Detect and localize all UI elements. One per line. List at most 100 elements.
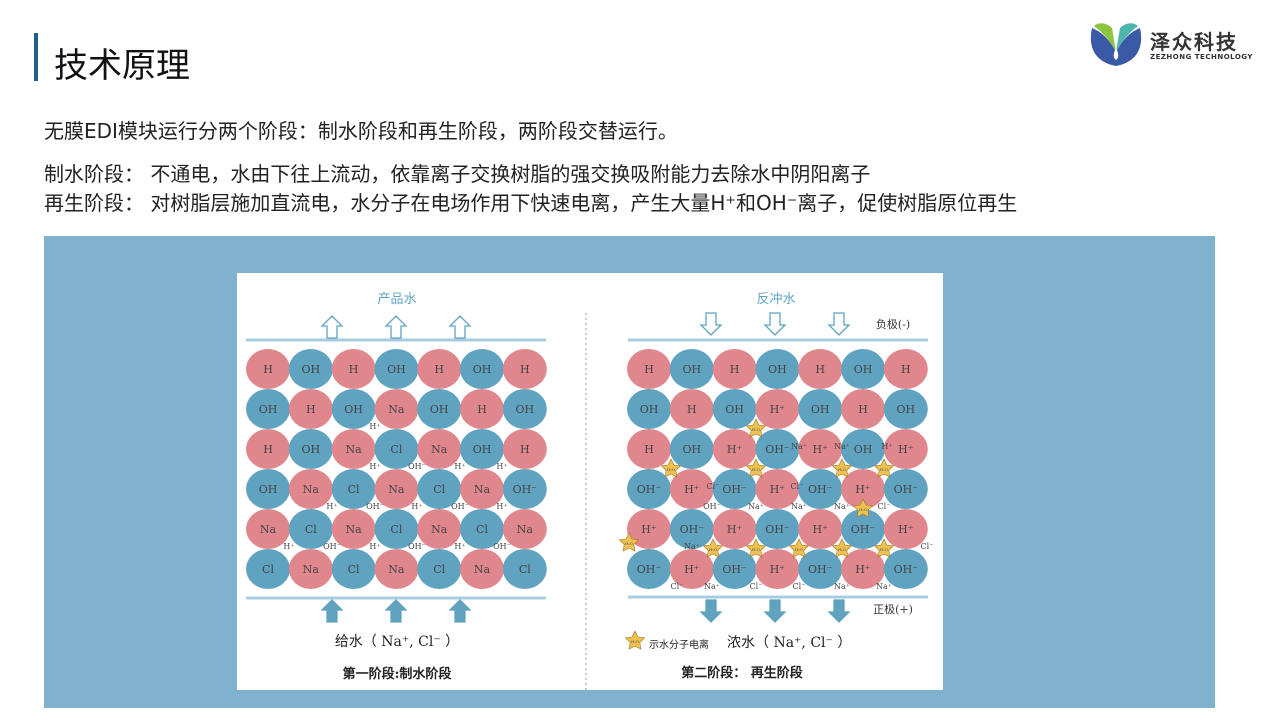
left-ion-label: H⁺ (454, 542, 465, 551)
up-arrow-icon (384, 599, 408, 623)
right-anion-bead (883, 469, 928, 509)
up-arrow-icon (384, 315, 408, 339)
concentrate-water-label: 浓水（ Na⁺, Cl⁻ ） (727, 635, 851, 651)
right-bead-label: OH (682, 443, 701, 456)
right-bead-label: OH (811, 403, 830, 416)
star-label: H₂O (752, 427, 761, 432)
stage2-caption: 第二阶段： 再生阶段 (681, 665, 803, 681)
left-bead-label: OH⁻ (513, 483, 538, 496)
right-cation-bead (755, 469, 800, 509)
water-ionization-star-icon (745, 538, 767, 558)
star-label: H₂O (859, 507, 868, 512)
feed-water-label: 给水（ Na⁺, Cl⁻ ） (335, 634, 459, 650)
right-bead-label: OH⁻ (808, 483, 833, 496)
left-bead-label: H (349, 363, 359, 376)
left-anion-bead (502, 469, 547, 509)
water-ionization-star-icon (873, 538, 895, 558)
left-ion-label: OH⁻ (408, 462, 426, 471)
left-bead-label: Cl (519, 563, 531, 576)
down-arrow-icon (827, 599, 851, 623)
right-anion-bead (841, 509, 885, 549)
star-label: H₂O (880, 547, 889, 552)
right-bead-label: H (730, 363, 740, 376)
left-cation-bead (246, 349, 290, 389)
water-ionization-star-icon (745, 458, 767, 478)
right-ion-label: Na⁺ (791, 502, 807, 511)
down-arrow-icon (827, 312, 851, 336)
left-cation-bead (374, 389, 419, 429)
left-cation-bead (288, 549, 333, 589)
left-bead-label: Cl (390, 443, 402, 456)
right-cation-bead (669, 389, 714, 429)
left-ion-label: H⁺ (283, 542, 294, 551)
left-anion-bead (460, 429, 504, 469)
right-anion-bead (669, 429, 714, 469)
left-ion-label: OH⁻ (493, 542, 511, 551)
right-ion-label: Cl⁻ (750, 582, 763, 591)
right-cation-bead (627, 429, 671, 469)
water-ionization-star-icon (702, 538, 724, 558)
left-cation-bead (460, 469, 504, 509)
left-bead-label: H (434, 363, 444, 376)
right-bead-label: H⁺ (727, 523, 743, 536)
right-cation-bead (841, 469, 885, 509)
left-bead-label: Na (346, 443, 363, 456)
up-arrow-icon (448, 599, 472, 623)
left-bead-label: Na (303, 563, 320, 576)
left-cation-bead (331, 509, 376, 549)
left-bead-label: Cl (305, 523, 317, 536)
right-bead-label: OH⁻ (851, 523, 876, 536)
right-bead-label: H (687, 403, 697, 416)
left-bead-label: H (520, 443, 530, 456)
right-cation-bead (627, 509, 671, 549)
right-ion-label: Na⁺ (834, 502, 850, 511)
left-bead-label: Na (474, 563, 491, 576)
right-bead-label: OH (682, 363, 701, 376)
left-bead-label: Na (474, 483, 491, 496)
left-bead-label: OH (301, 363, 320, 376)
right-bead-label: OH⁻ (722, 483, 747, 496)
left-bead-label: OH (515, 403, 534, 416)
right-bead-label: H⁺ (898, 523, 914, 536)
legend-text: 示水分子电离 (649, 638, 709, 651)
right-cation-bead (669, 469, 714, 509)
left-anion-bead (374, 429, 419, 469)
title-accent-bar (34, 33, 38, 81)
left-ion-label: OH⁻ (366, 502, 384, 511)
left-anion-bead (417, 389, 462, 429)
left-anion-bead (288, 509, 333, 549)
right-cation-bead (841, 389, 885, 429)
intro-text: 无膜EDI模块运行分两个阶段：制水阶段和再生阶段，两阶段交替运行。 (44, 119, 678, 143)
water-ionization-star-icon (873, 458, 895, 478)
water-ionization-star-icon (831, 458, 853, 478)
left-bead-label: H (306, 403, 316, 416)
right-bead-label: OH⁻ (894, 563, 919, 576)
right-bead-label: H⁺ (898, 443, 914, 456)
left-bead-label: Na (517, 523, 534, 536)
right-anion-bead (798, 389, 843, 429)
right-bead-label: OH⁻ (765, 523, 790, 536)
star-label: H₂O (667, 467, 676, 472)
right-cation-bead (841, 549, 885, 589)
up-arrow-icon (320, 599, 344, 623)
right-ion-label: Cl⁻ (878, 502, 891, 511)
left-ion-label: H⁺ (326, 502, 337, 511)
legend-star-icon (624, 630, 646, 650)
left-bead-label: H (263, 443, 273, 456)
right-bead-label: H⁺ (770, 563, 786, 576)
left-bead-label: Cl (262, 563, 274, 576)
left-cation-bead (502, 429, 547, 469)
right-bead-label: OH⁻ (808, 563, 833, 576)
left-bead-label: OH (344, 403, 363, 416)
water-ionization-star-icon (618, 532, 640, 552)
right-cation-bead (712, 429, 757, 469)
right-bead-label: OH (896, 403, 915, 416)
right-ion-label: OH⁻ (703, 502, 721, 511)
right-anion-bead (627, 469, 671, 509)
left-anion-bead (460, 509, 504, 549)
left-ion-label: H⁺ (369, 542, 380, 551)
left-bead-label: H (263, 363, 273, 376)
left-cation-bead (460, 389, 504, 429)
left-anion-bead (502, 549, 547, 589)
left-ion-label: H⁺ (496, 502, 507, 511)
